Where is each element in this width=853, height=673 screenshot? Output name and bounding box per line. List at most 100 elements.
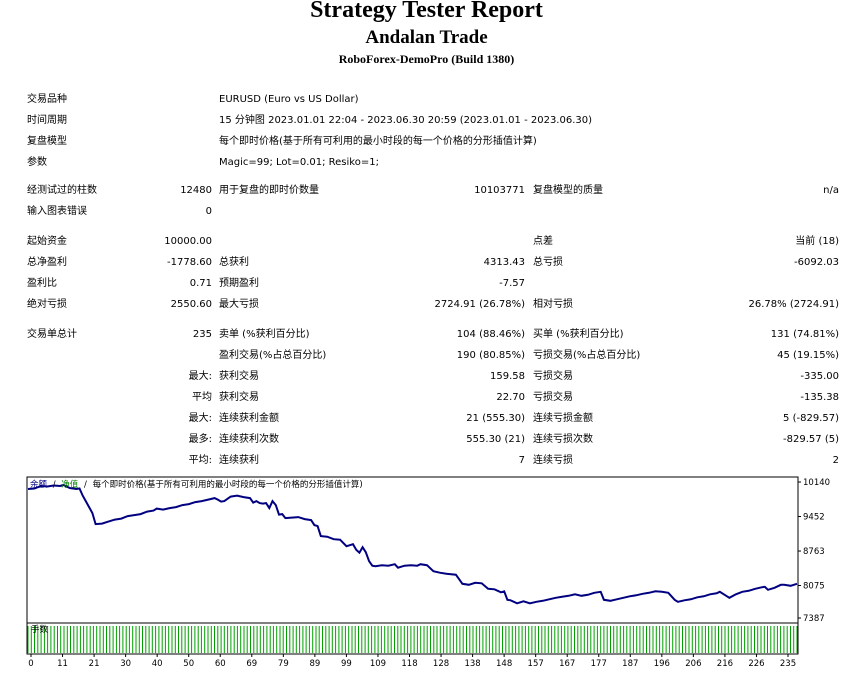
largest-profit-label: 获利交易	[219, 371, 259, 382]
consecutive-losses-amount-label: 连续亏损金额	[533, 413, 593, 424]
y-tick-label: 7387	[803, 614, 825, 624]
avg-consecutive-wins-label: 连续获利	[219, 455, 259, 466]
long-positions-label: 买单 (%获利百分比)	[533, 329, 624, 340]
period-label: 时间周期	[27, 115, 67, 126]
x-tick-label: 99	[341, 659, 352, 669]
short-positions-label: 卖单 (%获利百分比)	[219, 329, 310, 340]
symbol-value: EURUSD (Euro vs US Dollar)	[219, 94, 359, 105]
errors-value: 0	[205, 206, 212, 217]
x-tick-label: 69	[246, 659, 257, 669]
model-label: 复盘模型	[27, 136, 67, 147]
short-positions-value: 104 (88.46%)	[456, 329, 525, 340]
volume-bars	[27, 626, 798, 653]
legend-balance: 余额	[30, 479, 48, 490]
mean-prefix: 平均:	[188, 455, 212, 466]
x-tick-label: 206	[685, 659, 701, 669]
y-tick-label: 10140	[803, 478, 830, 488]
average-loss-label: 亏损交易	[533, 392, 573, 403]
x-tick-label: 21	[89, 659, 100, 669]
x-tick-label: 235	[780, 659, 796, 669]
x-tick-label: 128	[433, 659, 449, 669]
spread-value: 当前 (18)	[795, 236, 839, 247]
bars-label: 经测试过的柱数	[27, 185, 97, 196]
average-profit-label: 获利交易	[219, 392, 259, 403]
x-tick-label: 157	[528, 659, 544, 669]
x-tick-label: 109	[370, 659, 386, 669]
x-tick-label: 138	[464, 659, 480, 669]
ticks-value: 10103771	[474, 185, 525, 196]
total-trades-value: 235	[192, 329, 212, 340]
report-title: Strategy Tester Report	[310, 0, 543, 23]
x-tick-label: 50	[183, 659, 194, 669]
legend-sep1: /	[53, 480, 56, 490]
consecutive-wins-amount-label: 连续获利金额	[219, 413, 279, 424]
y-tick-label: 8075	[803, 582, 825, 592]
avg-consecutive-losses-label: 连续亏损	[533, 455, 573, 466]
period-value: 15 分钟图 2023.01.01 22:04 - 2023.06.30 20:…	[219, 115, 593, 126]
x-tick-label: 196	[654, 659, 670, 669]
max-drawdown-value: 2724.91 (26.78%)	[434, 299, 525, 310]
bars-value: 12480	[180, 185, 212, 196]
avg-consecutive-losses-value: 2	[832, 455, 839, 466]
params-label: 参数	[27, 157, 47, 168]
profit-factor-label: 盈利比	[27, 278, 57, 289]
rel-drawdown-value: 26.78% (2724.91)	[748, 299, 839, 310]
profit-factor-value: 0.71	[189, 278, 212, 289]
symbol-label: 交易品种	[27, 94, 67, 105]
x-tick-label: 79	[278, 659, 289, 669]
maximum-prefix: 最大:	[188, 413, 212, 424]
avg-consecutive-wins-value: 7	[518, 455, 525, 466]
x-tick-label: 167	[559, 659, 575, 669]
chart-plot-frame	[26, 476, 799, 626]
y-axis-ticks: 10140 9452 8763 8075 7387	[798, 478, 830, 624]
x-tick-label: 30	[120, 659, 131, 669]
net-profit-value: -1778.60	[167, 257, 212, 268]
gross-loss-value: -6092.03	[794, 257, 839, 268]
gross-profit-value: 4313.43	[483, 257, 525, 268]
balance-line	[27, 483, 798, 605]
x-tick-label: 0	[28, 659, 33, 669]
x-tick-label: 216	[717, 659, 733, 669]
errors-label: 输入图表错误	[27, 206, 87, 217]
net-profit-label: 总净盈利	[27, 257, 67, 268]
total-trades-label: 交易单总计	[27, 329, 77, 340]
expected-payoff-label: 预期盈利	[219, 278, 259, 289]
consecutive-wins-count-label: 连续获利次数	[219, 434, 279, 445]
x-tick-label: 60	[215, 659, 226, 669]
quality-value: n/a	[823, 185, 839, 196]
server-name: RoboForex-DemoPro (Build 1380)	[338, 52, 515, 66]
x-tick-label: 177	[591, 659, 607, 669]
gross-loss-label: 总亏损	[533, 257, 563, 268]
expert-name: Andalan Trade	[365, 27, 488, 48]
profit-trades-label: 盈利交易(%占总百分比)	[219, 350, 327, 361]
max-drawdown-label: 最大亏损	[219, 299, 259, 310]
largest-loss-label: 亏损交易	[533, 371, 573, 382]
abs-drawdown-label: 绝对亏损	[27, 299, 67, 310]
average-profit-value: 22.70	[496, 392, 525, 403]
most-prefix: 最多:	[188, 434, 212, 445]
largest-loss-value: -335.00	[800, 371, 839, 382]
deposit-value: 10000.00	[164, 236, 212, 247]
x-tick-label: 89	[309, 659, 320, 669]
x-tick-label: 118	[401, 659, 417, 669]
chart-legend: 余额 / 净值 / 每个即时价格(基于所有可利用的最小时段的每一个价格的分形插值…	[30, 479, 363, 490]
x-tick-label: 187	[622, 659, 638, 669]
consecutive-wins-count-value: 555.30 (21)	[466, 434, 525, 445]
abs-drawdown-value: 2550.60	[170, 299, 212, 310]
largest-profit-value: 159.58	[490, 371, 525, 382]
x-tick-label: 148	[496, 659, 512, 669]
gross-profit-label: 总获利	[219, 257, 249, 268]
long-positions-value: 131 (74.81%)	[770, 329, 839, 340]
ticks-label: 用于复盘的即时价数量	[219, 185, 319, 196]
quality-label: 复盘模型的质量	[533, 185, 603, 196]
consecutive-wins-amount-value: 21 (555.30)	[466, 413, 525, 424]
profit-trades-value: 190 (80.85%)	[456, 350, 525, 361]
consecutive-losses-amount-value: 5 (-829.57)	[783, 413, 839, 424]
loss-trades-value: 45 (19.15%)	[777, 350, 839, 361]
rel-drawdown-label: 相对亏损	[533, 299, 573, 310]
loss-trades-label: 亏损交易(%占总百分比)	[533, 350, 641, 361]
x-tick-label: 40	[152, 659, 163, 669]
y-tick-label: 9452	[803, 513, 825, 523]
volume-label: 手数	[31, 624, 49, 635]
